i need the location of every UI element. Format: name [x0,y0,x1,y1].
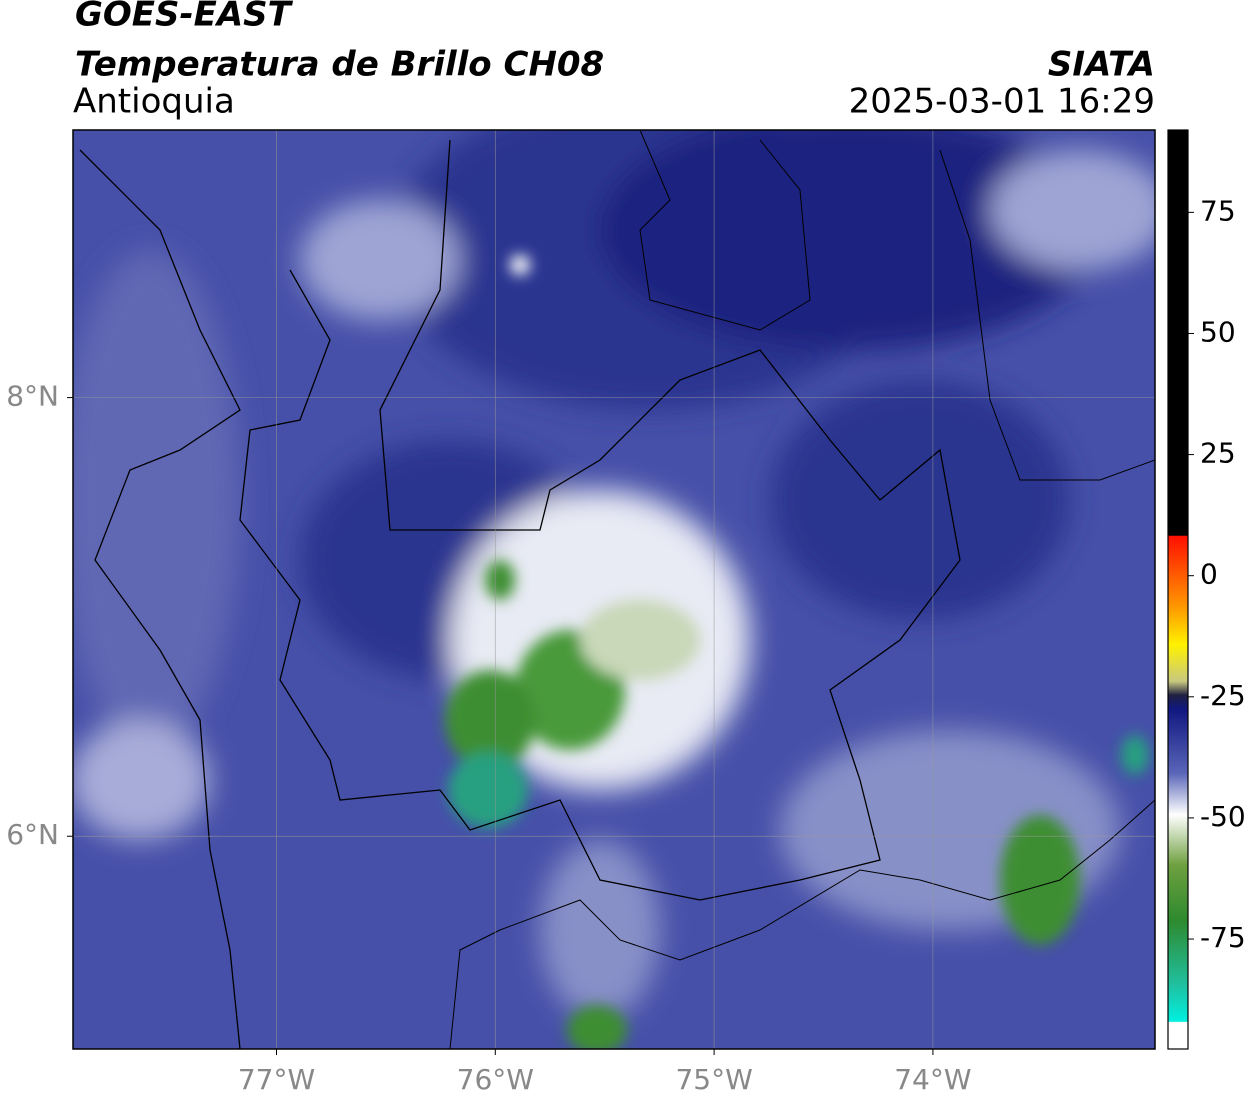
x-tick-label: 74°W [894,1063,971,1096]
region: Antioquia [73,82,235,122]
colorbar-tick-label: -50 [1200,800,1246,833]
colorbar-tick-label: 75 [1200,194,1236,227]
colorbar [1167,129,1189,1050]
title: GOES-EAST [75,0,294,35]
graticule [73,130,1155,1049]
map-frame [72,129,1156,1050]
datetime: 2025-03-01 16:29 [849,82,1155,122]
x-tick-label: 75°W [675,1063,752,1096]
colorbar-tick-label: -75 [1200,921,1246,954]
x-tick-label: 76°W [457,1063,534,1096]
colorbar-tick-label: 25 [1200,437,1236,470]
x-tick-label: 77°W [238,1063,315,1096]
colorbar-tick-label: -25 [1200,679,1246,712]
satellite-image [73,130,1155,1049]
y-tick-label: 8°N [6,380,59,413]
colorbar-tick-label: 0 [1200,558,1218,591]
colorbar-tick-label: 50 [1200,315,1236,348]
y-tick-label: 6°N [6,818,59,851]
source: SIATA [1048,45,1155,85]
subtitle: Temperatura de Brillo CH08 [75,45,604,85]
